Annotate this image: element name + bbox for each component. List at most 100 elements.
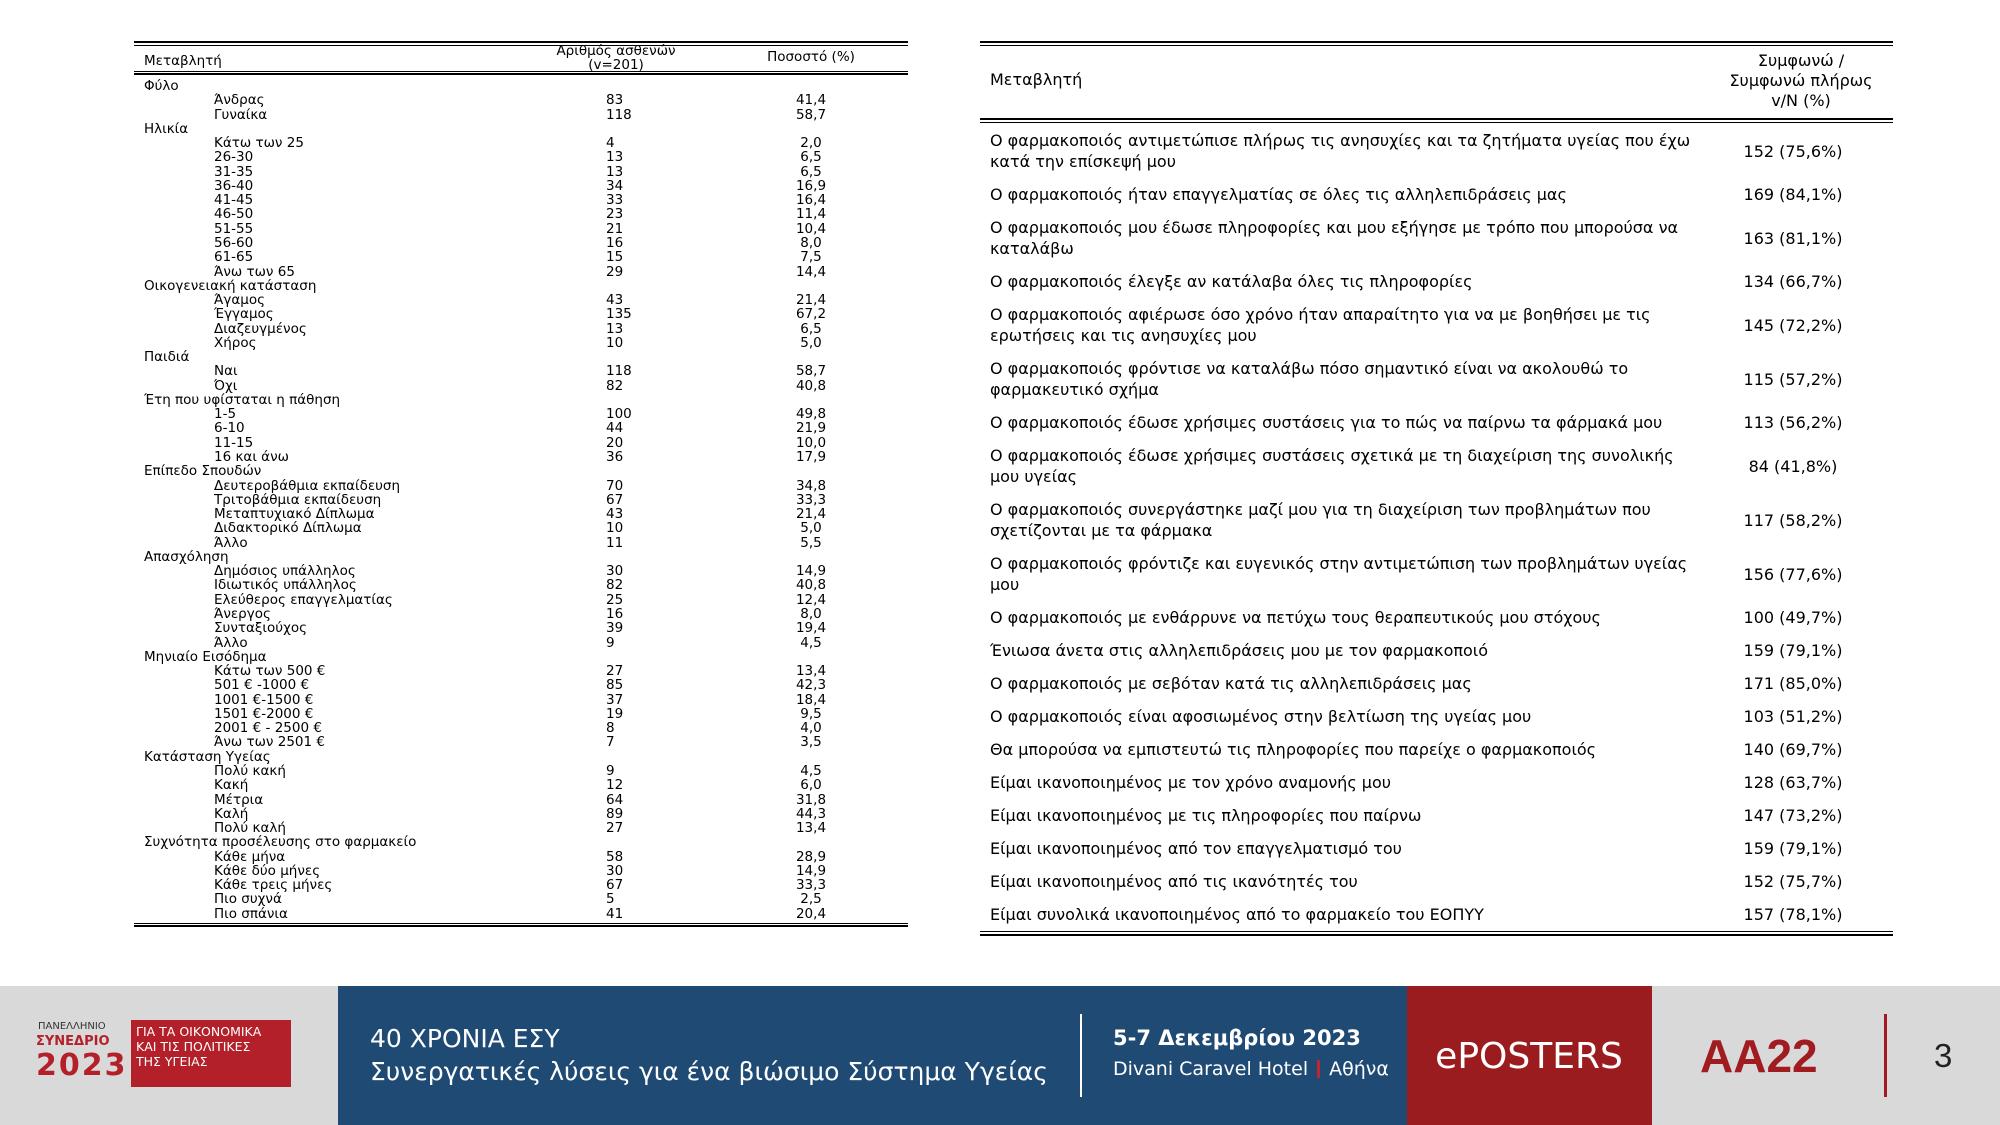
percent-cell: 58,7	[795, 106, 827, 123]
percent-cell: 5,0	[800, 520, 822, 537]
row-label: Έγγαμος	[214, 306, 274, 323]
row-label: Άλλο	[214, 634, 248, 651]
count-cell: 16	[606, 605, 624, 622]
count-cell: 16	[606, 234, 624, 251]
statement-cell: Ο φαρμακοποιός συνεργάστηκε μαζί μου για…	[990, 500, 1651, 540]
row-label: 36-40	[214, 177, 254, 194]
count-cell: 10	[606, 520, 624, 537]
code-panel: AA22 3	[1652, 986, 2000, 1125]
table-row: Ο φαρμακοποιός με σεβόταν κατά τις αλληλ…	[980, 667, 1893, 700]
percent-cell: 41,4	[795, 92, 827, 109]
count-cell: 44	[606, 420, 624, 437]
count-cell: 8	[606, 720, 615, 737]
banner-title: 40 ΧΡΟΝΙΑ ΕΣΥ	[370, 1024, 560, 1053]
logo-text: ΣΥΝΕΔΡΙΟ	[36, 1034, 110, 1049]
row-label: Κάθε δύο μήνες	[214, 862, 321, 879]
table-row: Ο φαρμακοποιός μου έδωσε πληροφορίες και…	[980, 211, 1893, 265]
percent-cell: 40,8	[795, 577, 827, 594]
row-label: Άλλο	[214, 534, 248, 551]
banner-date: 5-7 Δεκεμβρίου 2023	[1113, 1026, 1361, 1050]
value-cell: 113 (56,2%)	[1743, 413, 1843, 432]
count-cell: 41	[606, 905, 624, 922]
rule	[980, 118, 1893, 120]
count-cell: 11	[606, 534, 624, 551]
percent-cell: 9,5	[800, 705, 822, 722]
percent-cell: 17,9	[795, 449, 827, 466]
group-label: Επίπεδο Σπουδών	[144, 463, 262, 480]
statement-cell: Ο φαρμακοποιός μου έδωσε πληροφορίες και…	[990, 218, 1679, 258]
table-row: Ο φαρμακοποιός έδωσε χρήσιμες συστάσεις …	[980, 439, 1893, 493]
percent-cell: 34,8	[795, 477, 827, 494]
row-label: Τριτοβάθμια εκπαίδευση	[214, 491, 382, 508]
statement-cell: Ο φαρμακοποιός αντιμετώπισε πλήρως τις α…	[990, 131, 1691, 171]
rule	[134, 71, 908, 72]
count-cell: 89	[606, 805, 624, 822]
percent-cell: 2,5	[800, 891, 822, 908]
value-cell: 169 (84,1%)	[1743, 185, 1843, 204]
statement-cell: Ο φαρμακοποιός με σεβόταν κατά τις αλληλ…	[990, 674, 1472, 693]
row-label: 56-60	[214, 234, 254, 251]
banner-venue: Divani Caravel Hotel Αθήνα	[1113, 1058, 1389, 1080]
percent-cell: 10,4	[795, 220, 827, 237]
header-cell: Ποσοστό (%)	[767, 49, 855, 65]
statement-cell: Ο φαρμακοποιός φρόντιζε και ευγενικός στ…	[990, 554, 1688, 594]
statement-cell: Είμαι συνολικά ικανοποιημένος από το φαρ…	[990, 905, 1484, 924]
count-cell: 37	[606, 691, 624, 708]
logo-text: ΚΑΙ ΤΙΣ ΠΟΛΙΤΙΚΕΣ	[136, 1039, 251, 1054]
count-cell: 85	[606, 677, 624, 694]
rule	[980, 934, 1893, 936]
statement-cell: Είμαι ικανοποιημένος από τις ικανότητές …	[990, 872, 1358, 891]
count-cell: 5	[606, 891, 615, 908]
percent-cell: 14,4	[795, 263, 827, 280]
count-cell: 20	[606, 434, 624, 451]
header-cell: Μεταβλητή	[990, 70, 1083, 89]
count-cell: 27	[606, 820, 624, 837]
row-label: Κάθε μήνα	[214, 848, 286, 865]
row-label: Δευτεροβάθμια εκπαίδευση	[214, 477, 401, 494]
row-label: 2001 € - 2500 €	[214, 720, 322, 737]
row-label: Καλή	[214, 805, 249, 822]
row-label: Ελεύθερος επαγγελματίας	[214, 591, 393, 608]
group-label: Ηλικία	[144, 120, 189, 137]
value-cell: 84 (41,8%)	[1748, 456, 1838, 476]
count-cell: 67	[606, 877, 624, 894]
count-cell: 43	[606, 292, 624, 309]
row-label: Μεταπτυχιακό Δίπλωμα	[214, 506, 375, 523]
table-row: Ο φαρμακοποιός ήταν επαγγελματίας σε όλε…	[980, 178, 1893, 211]
percent-cell: 6,5	[800, 163, 822, 180]
count-cell: 21	[606, 220, 624, 237]
count-cell: 19	[606, 705, 624, 722]
group-label: Παιδιά	[144, 349, 190, 366]
row-label: 11-15	[214, 434, 254, 451]
rule	[980, 931, 1893, 932]
count-cell: 43	[606, 506, 624, 523]
count-cell: 9	[606, 762, 615, 779]
group-label: Οικογενειακή κατάσταση	[144, 277, 317, 294]
statement-cell: Ο φαρμακοποιός φρόντισε να καταλάβω πόσο…	[990, 359, 1629, 399]
statement-cell: Ο φαρμακοποιός αφιέρωσε όσο χρόνο ήταν α…	[990, 305, 1651, 345]
group-label: Φύλο	[144, 78, 179, 94]
percent-cell: 8,0	[800, 605, 822, 622]
percent-cell: 6,0	[800, 777, 822, 794]
satisfaction-table: Ο φαρμακοποιός αντιμετώπισε πλήρως τις α…	[980, 124, 1893, 931]
count-cell: 34	[606, 177, 624, 194]
percent-cell: 21,9	[795, 420, 827, 437]
table-row: Ο φαρμακοποιός έδωσε χρήσιμες συστάσεις …	[980, 406, 1893, 439]
percent-cell: 5,5	[800, 534, 822, 551]
row-label: 51-55	[214, 220, 254, 237]
count-cell: 13	[606, 320, 624, 337]
header-cell: Μεταβλητή	[144, 53, 222, 69]
row-label: Κάτω των 25	[214, 135, 304, 152]
row-label: 26-30	[214, 149, 254, 166]
row-label: Κακή	[214, 777, 249, 794]
percent-cell: 5,0	[800, 334, 822, 351]
count-cell: 30	[606, 862, 624, 879]
rule	[134, 73, 908, 75]
percent-cell: 18,4	[795, 691, 827, 708]
city: Αθήνα	[1329, 1058, 1389, 1080]
table-row: Ο φαρμακοποιός φρόντισε να καταλάβω πόσο…	[980, 352, 1893, 406]
value-cell: 159 (79,1%)	[1743, 839, 1843, 858]
logo-box: ΓΙΑ ΤΑ ΟΙΚΟΝΟΜΙΚΑ ΚΑΙ ΤΙΣ ΠΟΛΙΤΙΚΕΣ ΤΗΣ ΥΓ…	[131, 1020, 291, 1087]
count-cell: 33	[606, 192, 624, 209]
